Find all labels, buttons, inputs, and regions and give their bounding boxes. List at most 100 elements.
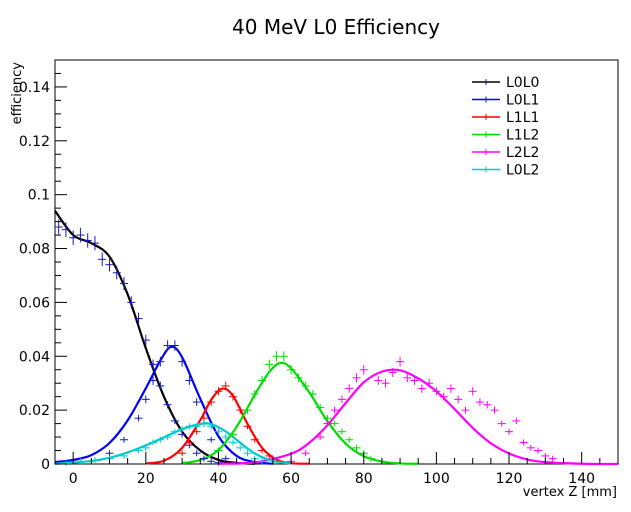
y-tick-label: 0.04 xyxy=(19,349,50,365)
fit-curve-l1l1 xyxy=(145,387,310,465)
data-point-l2l2 xyxy=(359,365,368,375)
data-point-l1l2 xyxy=(308,389,317,399)
data-point-l0l2 xyxy=(207,423,216,430)
data-point-l1l1 xyxy=(265,452,274,459)
data-point-l2l2 xyxy=(505,428,514,435)
data-point-l0l2 xyxy=(243,450,252,457)
data-point-l1l1 xyxy=(243,423,252,430)
data-point-l1l2 xyxy=(272,351,281,362)
data-point-l1l2 xyxy=(265,359,274,370)
data-point-l2l2 xyxy=(548,455,557,462)
data-point-l0l1 xyxy=(105,450,114,457)
data-point-l1l1 xyxy=(192,428,201,435)
data-point-l1l2 xyxy=(294,373,303,383)
x-tick-label: 0 xyxy=(69,471,78,487)
y-tick-label: 0.14 xyxy=(19,80,50,96)
data-point-l2l2 xyxy=(403,373,412,383)
legend-label: L1L1 xyxy=(506,110,539,126)
data-point-l0l0 xyxy=(105,257,114,272)
data-point-l2l2 xyxy=(519,439,528,446)
legend-item-l0l2: L0L2 xyxy=(472,163,539,179)
data-points xyxy=(54,219,557,466)
data-point-l0l1 xyxy=(163,340,172,351)
data-point-l0l0 xyxy=(98,252,107,267)
data-point-l1l2 xyxy=(367,455,376,462)
data-point-l0l2 xyxy=(192,423,201,430)
data-point-l0l0 xyxy=(156,381,165,391)
data-point-l2l2 xyxy=(374,376,383,385)
data-point-l2l2 xyxy=(388,367,397,378)
data-point-l0l1 xyxy=(221,455,230,462)
data-point-l0l0 xyxy=(170,417,179,425)
fit-curves xyxy=(54,210,619,466)
data-point-l1l2 xyxy=(228,431,237,438)
x-tick-label: 120 xyxy=(496,471,523,487)
data-point-l1l1 xyxy=(258,447,267,454)
data-point-l0l0 xyxy=(112,266,121,280)
data-point-l0l2 xyxy=(236,444,245,451)
data-point-l1l2 xyxy=(337,428,346,435)
data-point-l2l2 xyxy=(454,395,463,404)
legend-item-l1l2: L1L2 xyxy=(472,128,539,144)
data-point-l1l2 xyxy=(287,365,296,375)
fit-curve-l0l0 xyxy=(54,210,255,465)
data-point-l0l0 xyxy=(149,359,158,370)
data-point-l1l1 xyxy=(185,439,194,446)
data-point-l0l2 xyxy=(258,458,267,465)
data-point-l0l1 xyxy=(156,356,165,367)
data-point-l2l2 xyxy=(541,452,550,459)
y-tick-label: 0.06 xyxy=(19,295,50,311)
data-point-l2l2 xyxy=(432,387,441,396)
data-point-l1l2 xyxy=(301,381,310,391)
x-tick-label: 40 xyxy=(210,471,228,487)
data-point-l2l2 xyxy=(396,356,405,367)
legend-label: L0L2 xyxy=(506,163,539,179)
data-point-l2l2 xyxy=(461,406,470,414)
data-point-l2l2 xyxy=(330,406,339,414)
data-point-l0l1 xyxy=(149,376,158,385)
data-point-l1l2 xyxy=(345,436,354,443)
data-point-l0l2 xyxy=(163,434,172,441)
data-point-l0l2 xyxy=(214,428,223,435)
data-point-l0l0 xyxy=(69,230,78,246)
data-point-l1l2 xyxy=(279,351,288,362)
data-point-l1l2 xyxy=(250,389,259,399)
data-point-l2l2 xyxy=(497,420,506,427)
data-point-l0l1 xyxy=(120,436,129,443)
data-point-l0l0 xyxy=(76,227,85,243)
y-tick-label: 0.08 xyxy=(19,242,50,258)
x-tick-label: 80 xyxy=(355,471,373,487)
data-point-l0l2 xyxy=(156,436,165,443)
x-tick-label: 140 xyxy=(568,471,595,487)
data-point-l0l1 xyxy=(170,340,179,351)
data-point-l2l2 xyxy=(446,384,455,393)
data-point-l2l2 xyxy=(316,434,325,441)
data-point-l0l0 xyxy=(192,450,201,457)
data-point-l2l2 xyxy=(417,384,426,393)
data-point-l0l1 xyxy=(185,376,194,385)
data-point-l2l2 xyxy=(345,384,354,393)
legend-item-l1l1: L1L1 xyxy=(472,110,539,126)
fit-curve-l0l2 xyxy=(54,422,292,465)
data-point-l2l2 xyxy=(352,373,361,383)
data-point-l1l1 xyxy=(199,414,208,422)
data-point-l1l1 xyxy=(236,406,245,414)
data-point-l0l2 xyxy=(170,428,179,435)
legend-label: L1L2 xyxy=(506,128,539,144)
data-point-l1l1 xyxy=(207,398,216,406)
data-point-l1l2 xyxy=(316,403,325,412)
data-point-l1l1 xyxy=(250,436,259,443)
y-axis-ticks: 0 0.02 0.04 0.06 0.08 0.1 0.12 0.14 xyxy=(19,59,67,473)
data-point-l2l2 xyxy=(337,395,346,404)
data-point-l1l2 xyxy=(243,406,252,414)
data-point-l0l0 xyxy=(199,455,208,462)
data-point-l0l2 xyxy=(149,439,158,446)
data-point-l0l2 xyxy=(61,459,70,466)
legend-item-l2l2: L2L2 xyxy=(472,145,539,161)
legend-label: L0L1 xyxy=(506,93,539,109)
data-point-l1l2 xyxy=(330,420,339,427)
legend-label: L2L2 xyxy=(506,145,539,161)
data-point-l2l2 xyxy=(425,378,434,388)
data-point-l0l1 xyxy=(207,436,216,443)
